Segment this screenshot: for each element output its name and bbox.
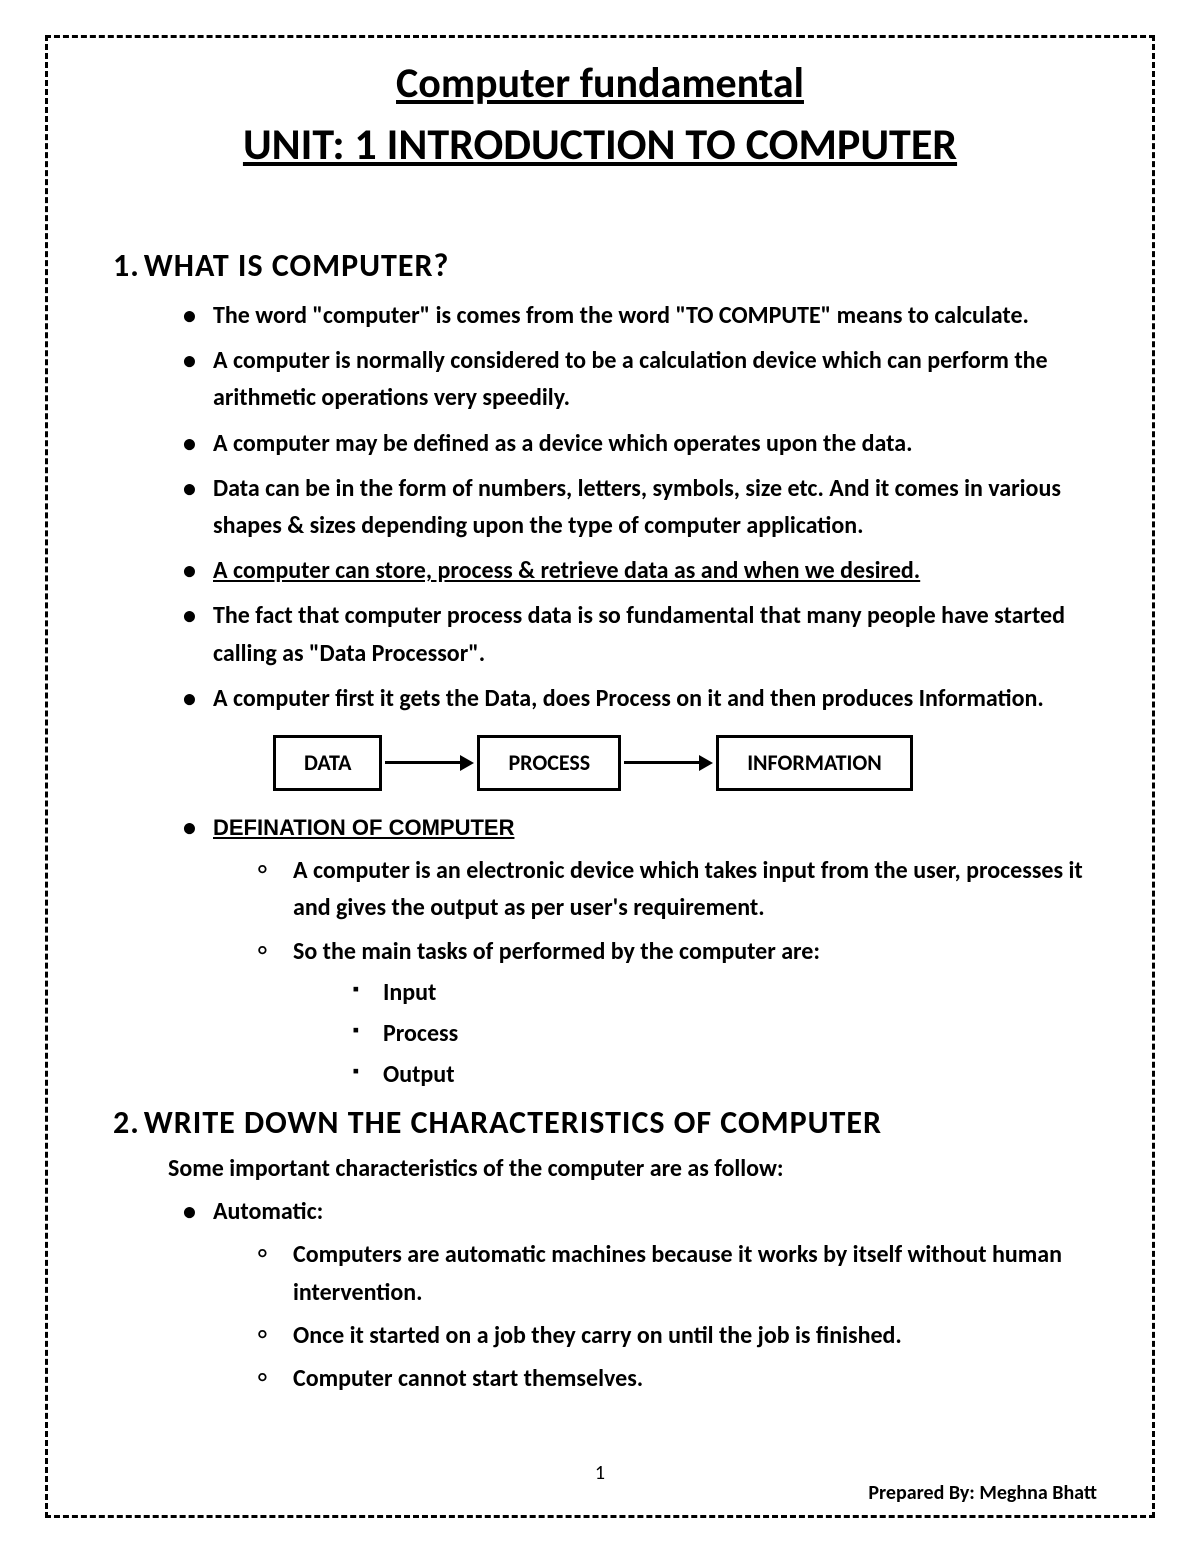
circle-item: Once it started on a job they carry on u… — [258, 1317, 1097, 1354]
flowchart: DATA PROCESS INFORMATION — [273, 735, 1097, 791]
bullet-item: A computer can store, process & retrieve… — [183, 552, 1097, 589]
bullet-item: The fact that computer process data is s… — [183, 597, 1097, 671]
section-2-title: WRITE DOWN THE CHARACTERISTICS OF COMPUT… — [144, 1103, 882, 1142]
bullet-item-characteristic: Automatic: Computers are automatic machi… — [183, 1193, 1097, 1397]
section-2-intro: Some important characteristics of the co… — [168, 1154, 1117, 1183]
flow-box-process: PROCESS — [477, 735, 621, 791]
arrow-line — [624, 761, 699, 764]
section-1-title: WHAT IS COMPUTER? — [144, 246, 450, 285]
tasks-list: Input Process Output — [353, 974, 1097, 1094]
flow-arrow — [624, 755, 713, 771]
characteristic-name: Automatic: — [213, 1197, 323, 1226]
square-item: Process — [353, 1015, 1097, 1052]
section-2-bullets: Automatic: Computers are automatic machi… — [183, 1193, 1097, 1397]
main-title: Computer fundamental — [83, 58, 1117, 109]
prepared-by: Prepared By: Meghna Bhatt — [868, 1481, 1097, 1505]
section-1-heading: 1.WHAT IS COMPUTER? — [113, 246, 1117, 285]
arrow-line — [385, 761, 460, 764]
circle-item: Computer cannot start themselves. — [258, 1360, 1097, 1397]
bullet-item-definition: DEFINATION OF COMPUTER A computer is an … — [183, 809, 1097, 1093]
bullet-item: A computer is normally considered to be … — [183, 342, 1097, 416]
square-item: Output — [353, 1056, 1097, 1093]
definition-heading: DEFINATION OF COMPUTER — [213, 815, 514, 840]
arrow-head-icon — [699, 755, 713, 771]
bullet-item: A computer first it gets the Data, does … — [183, 680, 1097, 791]
bullet-item: The word "computer" is comes from the wo… — [183, 297, 1097, 334]
flow-box-information: INFORMATION — [716, 735, 913, 791]
square-item: Input — [353, 974, 1097, 1011]
definition-list: A computer is an electronic device which… — [258, 852, 1097, 1093]
bullet-item: A computer may be defined as a device wh… — [183, 425, 1097, 462]
section-2-number: 2. — [113, 1103, 140, 1142]
unit-title: UNIT: 1 INTRODUCTION TO COMPUTER — [83, 117, 1117, 171]
bullet-item: Data can be in the form of numbers, lett… — [183, 470, 1097, 544]
arrow-head-icon — [460, 755, 474, 771]
page-border: Computer fundamental UNIT: 1 INTRODUCTIO… — [45, 35, 1155, 1518]
section-2-heading: 2.WRITE DOWN THE CHARACTERISTICS OF COMP… — [113, 1103, 1117, 1142]
characteristic-points: Computers are automatic machines because… — [258, 1236, 1097, 1397]
circle-item: So the main tasks of performed by the co… — [258, 933, 1097, 1094]
section-1-number: 1. — [113, 246, 140, 285]
circle-item: A computer is an electronic device which… — [258, 852, 1097, 926]
flow-box-data: DATA — [273, 735, 382, 791]
circle-item: Computers are automatic machines because… — [258, 1236, 1097, 1310]
flow-arrow — [385, 755, 474, 771]
section-1-bullets: The word "computer" is comes from the wo… — [183, 297, 1097, 1093]
